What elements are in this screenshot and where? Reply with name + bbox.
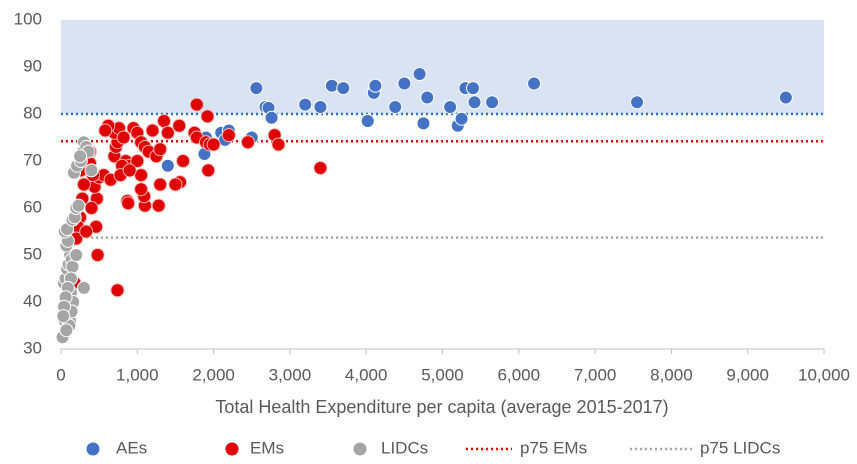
legend-marker <box>225 442 239 456</box>
x-tick-label: 6,000 <box>498 365 541 384</box>
x-tick-label: 4,000 <box>345 365 388 384</box>
point <box>90 248 105 262</box>
y-tick-label: 80 <box>23 103 42 122</box>
point <box>76 280 91 295</box>
y-tick-label: 70 <box>23 150 42 169</box>
point <box>324 78 339 93</box>
x-tick-label: 5,000 <box>421 365 464 384</box>
legend-label: EMs <box>250 438 284 457</box>
legend-label: p75 LIDCs <box>700 438 780 457</box>
point <box>298 97 313 112</box>
x-tick-label: 0 <box>56 365 65 384</box>
point <box>160 125 175 140</box>
point <box>153 142 168 157</box>
point <box>116 130 131 145</box>
x-tick-label: 10,000 <box>798 365 850 384</box>
point <box>397 76 412 91</box>
point <box>84 163 99 178</box>
point <box>200 109 215 124</box>
point <box>201 163 216 178</box>
point <box>176 154 191 168</box>
point <box>189 97 204 112</box>
legend-marker <box>86 442 100 456</box>
point <box>467 95 482 110</box>
point <box>168 177 183 192</box>
point <box>466 81 481 96</box>
point <box>336 81 351 96</box>
point <box>79 224 94 239</box>
point <box>264 110 279 125</box>
point <box>65 259 80 274</box>
point <box>313 99 328 114</box>
y-tick-label: 30 <box>23 338 42 357</box>
point <box>485 95 500 110</box>
point <box>630 95 645 110</box>
point <box>778 90 793 105</box>
point <box>69 248 84 262</box>
point <box>56 309 71 324</box>
x-axis-label: Total Health Expenditure per capita (ave… <box>215 397 668 417</box>
point <box>368 78 383 93</box>
point <box>76 177 91 192</box>
point <box>420 90 435 105</box>
point <box>206 137 221 152</box>
point <box>134 182 149 197</box>
point <box>172 118 187 133</box>
point <box>73 149 88 164</box>
x-tick-label: 9,000 <box>726 365 769 384</box>
shaded-band <box>61 20 824 114</box>
point <box>157 114 172 129</box>
point <box>249 81 264 96</box>
y-tick-label: 50 <box>23 244 42 263</box>
x-tick-label: 1,000 <box>116 365 159 384</box>
point <box>71 198 86 213</box>
x-tick-label: 2,000 <box>192 365 235 384</box>
legend-label: AEs <box>116 438 147 457</box>
point <box>160 158 175 173</box>
point <box>388 99 403 114</box>
legend-label: p75 EMs <box>520 438 587 457</box>
point <box>110 283 125 298</box>
point <box>412 67 427 82</box>
legend-label: LIDCs <box>381 438 428 457</box>
point <box>151 198 166 213</box>
point <box>84 201 99 215</box>
y-tick-label: 40 <box>23 291 42 310</box>
point <box>240 135 255 150</box>
point <box>130 154 145 168</box>
point <box>454 111 469 126</box>
point <box>59 323 74 338</box>
point <box>153 177 168 192</box>
y-tick-label: 60 <box>23 197 42 216</box>
x-tick-label: 8,000 <box>650 365 693 384</box>
point <box>145 123 160 138</box>
point <box>122 163 137 178</box>
y-tick-label: 100 <box>14 9 42 28</box>
point <box>443 99 458 114</box>
x-tick-label: 3,000 <box>269 365 312 384</box>
point <box>271 137 286 152</box>
legend-marker <box>353 442 367 456</box>
point <box>416 116 431 131</box>
point <box>360 114 375 129</box>
point <box>121 196 136 211</box>
y-tick-label: 90 <box>23 56 42 75</box>
x-tick-label: 7,000 <box>574 365 617 384</box>
point <box>221 128 236 143</box>
point <box>527 76 542 91</box>
point <box>313 161 328 176</box>
point <box>98 123 113 138</box>
